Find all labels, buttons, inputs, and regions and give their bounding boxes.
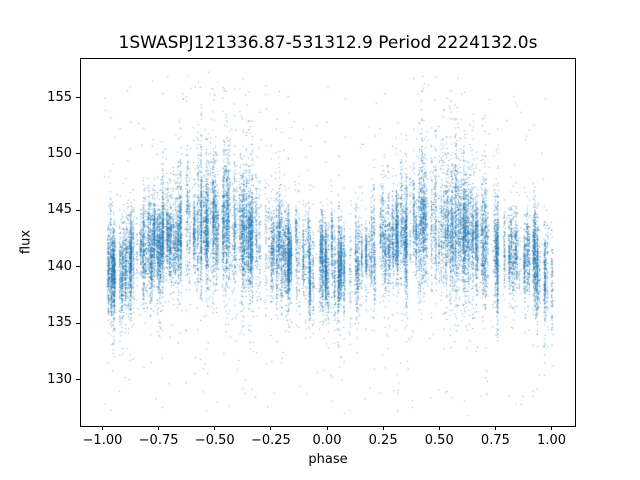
x-tick-mark [214,426,216,430]
y-tick-mark [76,322,80,324]
y-tick-label: 145 [47,202,72,218]
x-tick-mark [101,426,103,430]
y-tick-mark [76,379,80,381]
y-tick-label: 140 [47,258,72,274]
plot-area [80,58,576,427]
x-tick-label: 0.50 [424,433,454,448]
y-tick-label: 155 [47,89,72,105]
x-tick-mark [438,426,440,430]
chart-title: 1SWASPJ121336.87-531312.9 Period 2224132… [118,33,538,53]
y-tick-label: 130 [47,371,72,387]
y-axis-label: flux [18,229,34,255]
x-tick-mark [494,426,496,430]
x-tick-label: 0.25 [368,433,398,448]
x-tick-label: 0.00 [312,433,342,448]
x-tick-mark [382,426,384,430]
y-tick-label: 150 [47,145,72,161]
x-tick-mark [551,426,553,430]
y-tick-mark [76,97,80,99]
x-tick-mark [270,426,272,430]
x-tick-label: −0.25 [250,433,291,448]
x-tick-label: −0.75 [138,433,179,448]
x-axis-label: phase [308,452,348,467]
x-tick-label: 1.00 [537,433,566,448]
x-tick-label: −1.00 [82,433,123,448]
y-tick-mark [76,153,80,155]
x-tick-mark [326,426,328,430]
y-tick-label: 135 [47,315,72,331]
y-tick-mark [76,266,80,268]
x-tick-mark [158,426,160,430]
x-tick-label: 0.75 [480,433,510,448]
x-tick-label: −0.50 [194,433,235,448]
y-tick-mark [76,209,80,211]
scatter-plot-canvas [81,59,575,426]
